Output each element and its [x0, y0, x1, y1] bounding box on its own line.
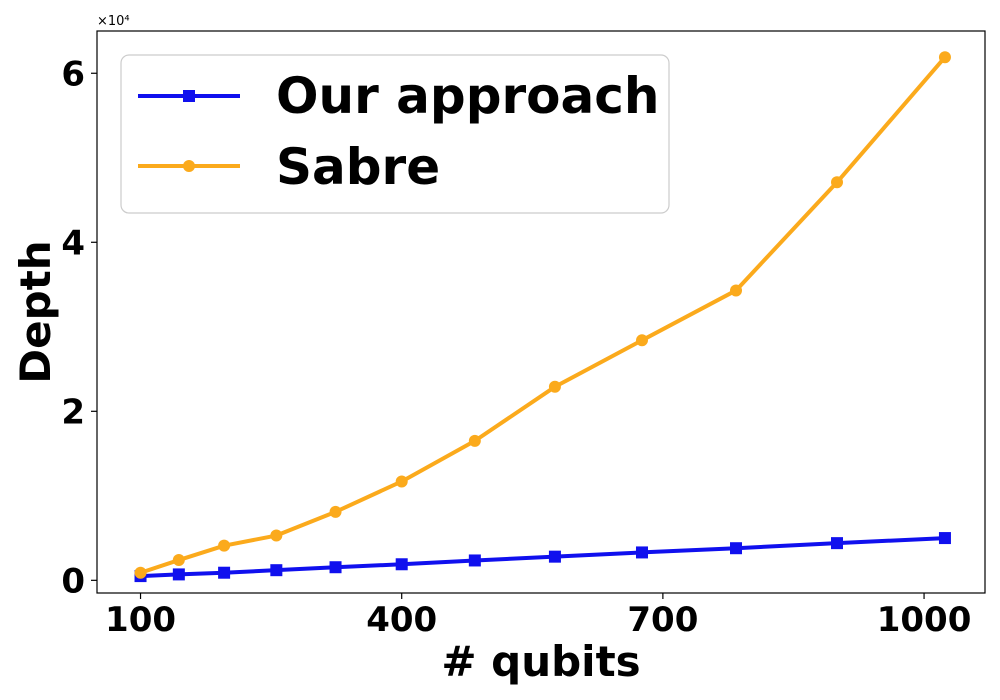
data-point-our-approach — [730, 542, 743, 555]
data-point-sabre — [395, 475, 408, 488]
y-offset-label: ×10⁴ — [97, 14, 130, 29]
data-point-sabre — [938, 51, 951, 64]
data-point-our-approach — [831, 537, 843, 550]
data-point-our-approach — [635, 546, 648, 559]
x-tick-label: 400 — [366, 600, 437, 640]
x-tick-label: 700 — [627, 600, 698, 640]
series-line-sabre — [139, 55, 947, 575]
data-point-our-approach — [395, 558, 408, 571]
data-point-sabre — [172, 554, 185, 567]
x-tick-label: 1000 — [877, 600, 972, 640]
series-line-our-approach — [140, 536, 946, 579]
data-point-our-approach — [938, 532, 951, 545]
legend-label-our-approach: Our approach — [276, 67, 659, 125]
legend-marker-circle — [183, 160, 195, 172]
data-point-sabre — [635, 334, 648, 347]
legend-box — [120, 54, 670, 214]
series-layer — [134, 51, 951, 583]
y-tick-label: 2 — [61, 392, 85, 432]
legend-marker-square — [183, 90, 195, 102]
y-axis-label: Depth — [11, 240, 60, 383]
x-tick-label: 100 — [105, 600, 176, 640]
data-point-our-approach — [329, 561, 342, 574]
data-point-our-approach — [218, 566, 231, 579]
legend-label-sabre: Sabre — [276, 138, 440, 196]
data-point-our-approach — [172, 568, 185, 581]
data-point-our-approach — [548, 550, 561, 563]
data-point-our-approach — [468, 554, 481, 567]
data-point-sabre — [134, 566, 147, 579]
legend: Our approach Sabre — [120, 54, 670, 214]
axis-ticks: 100 400 700 1000 0 2 4 6 — [61, 54, 971, 640]
data-point-sabre — [468, 434, 481, 447]
x-axis-label: # qubits — [441, 637, 640, 686]
data-point-sabre — [329, 505, 342, 518]
y-tick-label: 6 — [61, 54, 85, 94]
y-tick-label: 4 — [61, 223, 85, 263]
data-point-our-approach — [270, 564, 283, 577]
data-point-sabre — [831, 176, 843, 189]
data-point-sabre — [218, 539, 231, 552]
y-tick-label: 0 — [61, 561, 85, 601]
data-point-sabre — [548, 380, 561, 393]
data-point-sabre — [270, 529, 283, 542]
data-point-sabre — [730, 284, 743, 297]
